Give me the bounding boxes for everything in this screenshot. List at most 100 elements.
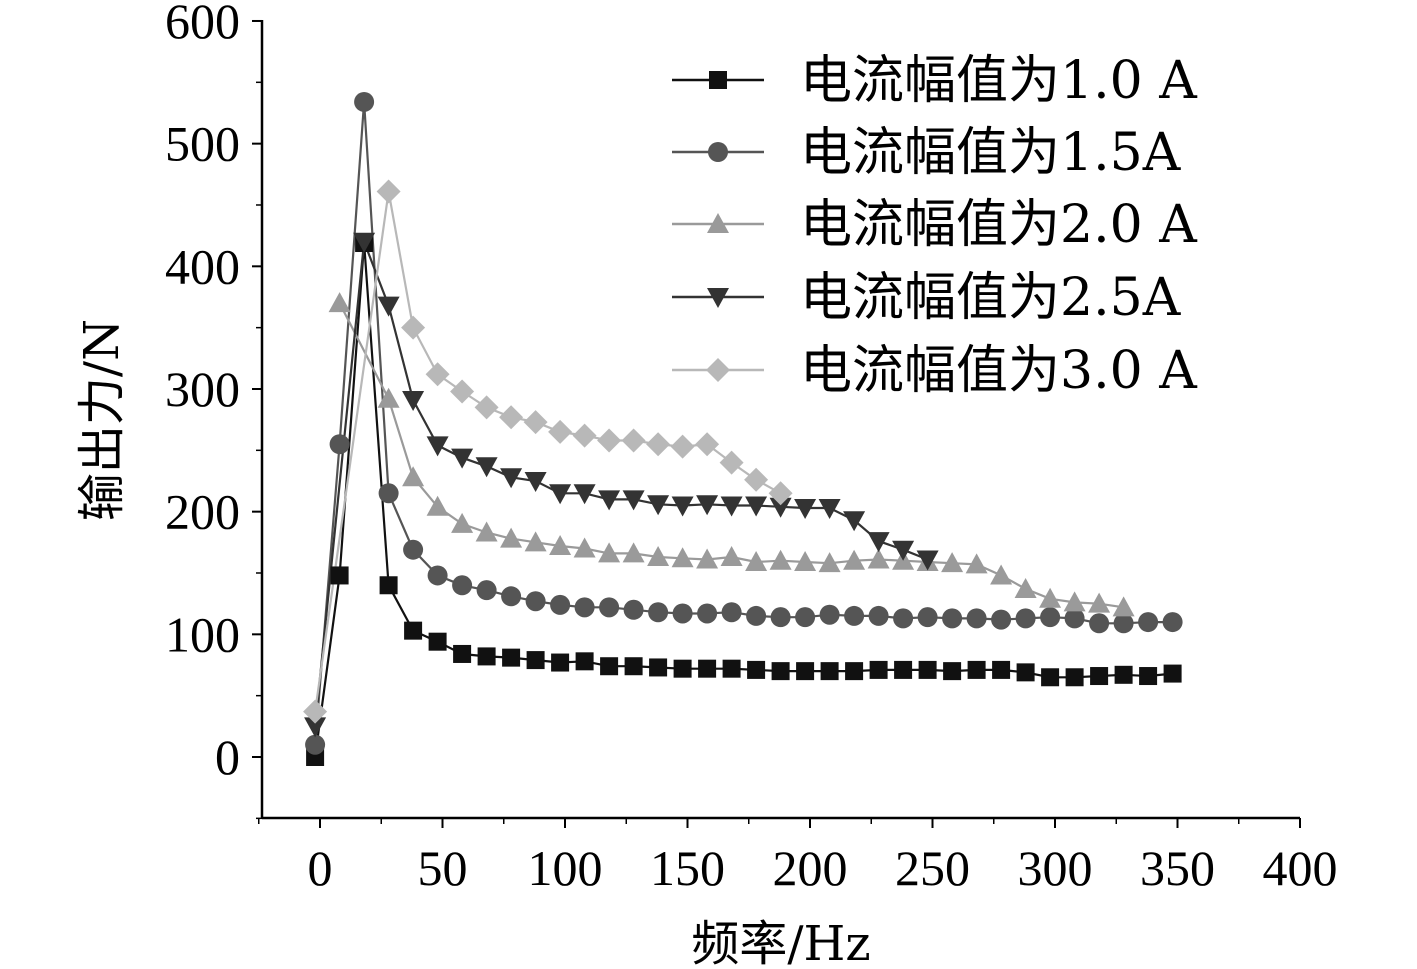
x-tick-label: 400 xyxy=(1263,840,1338,896)
data-point xyxy=(918,660,937,679)
data-point xyxy=(427,565,448,586)
x-axis-title: 频率/Hz xyxy=(691,916,870,969)
data-point xyxy=(992,660,1011,679)
data-point xyxy=(573,537,596,558)
legend-label: 电流幅值为1.0 A xyxy=(800,51,1198,111)
data-point xyxy=(1065,668,1084,687)
data-point xyxy=(426,495,449,516)
data-point xyxy=(867,532,890,553)
data-point xyxy=(354,91,375,112)
data-point xyxy=(721,602,742,623)
data-point xyxy=(573,484,596,505)
data-point xyxy=(500,527,523,548)
data-point xyxy=(796,662,815,681)
data-point xyxy=(696,548,719,569)
y-tick-label: 0 xyxy=(215,729,240,785)
data-point xyxy=(1040,607,1061,628)
data-point xyxy=(551,653,570,672)
y-axis-title: 输出力/N xyxy=(74,319,130,521)
data-point xyxy=(720,546,743,567)
data-point xyxy=(845,662,864,681)
data-point xyxy=(304,717,327,738)
legend-marker xyxy=(709,71,727,89)
data-point xyxy=(500,468,523,489)
data-point xyxy=(599,597,620,618)
y-tick-label: 400 xyxy=(165,238,240,294)
data-point xyxy=(305,734,326,755)
data-point xyxy=(402,466,425,487)
tick-labels: 0 50 100 150 200 250 300 350 400 0 100 200 300 400 500… xyxy=(165,0,1338,896)
data-point xyxy=(916,550,939,571)
data-point xyxy=(1063,591,1086,612)
data-point xyxy=(942,608,963,629)
data-point xyxy=(524,531,547,552)
data-point xyxy=(697,603,718,624)
data-point xyxy=(1163,664,1182,683)
data-point xyxy=(670,434,695,459)
data-point xyxy=(967,660,986,679)
data-point xyxy=(428,632,447,651)
data-point xyxy=(818,552,841,573)
legend-marker xyxy=(708,142,728,162)
data-point xyxy=(894,660,913,679)
legend-swatch xyxy=(672,358,764,382)
legend-entry: 电流幅值为2.5A xyxy=(672,268,1182,328)
data-point xyxy=(965,553,988,574)
data-point xyxy=(648,602,669,623)
data-point xyxy=(672,603,693,624)
data-point xyxy=(525,591,546,612)
x-tick-label: 150 xyxy=(650,840,725,896)
data-point xyxy=(502,648,521,667)
legend-entry: 电流幅值为1.0 A xyxy=(672,51,1198,111)
y-tick-label: 500 xyxy=(165,116,240,172)
x-tick-label: 50 xyxy=(418,840,468,896)
data-point xyxy=(671,547,694,568)
data-point xyxy=(1113,613,1134,634)
data-point xyxy=(549,484,572,505)
data-point xyxy=(600,657,619,676)
x-tick-label: 250 xyxy=(895,840,970,896)
ticks xyxy=(252,19,1301,828)
data-point xyxy=(624,657,643,676)
data-point xyxy=(1139,667,1158,686)
data-point xyxy=(575,652,594,671)
data-point xyxy=(1016,663,1035,682)
data-point xyxy=(303,699,328,724)
data-point xyxy=(769,549,792,570)
y-tick-label: 300 xyxy=(165,361,240,417)
data-point xyxy=(698,659,717,678)
data-point xyxy=(941,552,964,573)
data-point xyxy=(474,395,499,420)
legend-label: 电流幅值为2.0 A xyxy=(800,195,1198,255)
data-point xyxy=(452,575,473,596)
data-point xyxy=(328,292,351,313)
data-point xyxy=(425,362,450,387)
data-point xyxy=(476,580,497,601)
data-point xyxy=(376,179,401,204)
data-point xyxy=(621,428,646,453)
data-point xyxy=(769,497,792,518)
data-point xyxy=(843,549,866,570)
data-point xyxy=(622,490,645,511)
legend-label: 电流幅值为2.5A xyxy=(800,268,1182,328)
data-point xyxy=(1138,612,1159,633)
data-point xyxy=(475,457,498,478)
data-point xyxy=(550,594,571,615)
data-point xyxy=(868,605,889,626)
data-point xyxy=(598,542,621,563)
data-point xyxy=(794,550,817,571)
data-point xyxy=(475,521,498,542)
data-point xyxy=(819,604,840,625)
legend-swatch xyxy=(672,288,764,308)
legend-swatch xyxy=(672,71,764,89)
data-point xyxy=(499,405,524,430)
legend-entry: 电流幅值为3.0 A xyxy=(672,341,1198,401)
x-tick-label: 200 xyxy=(773,840,848,896)
data-point xyxy=(622,542,645,563)
data-point xyxy=(426,436,449,457)
data-point xyxy=(329,434,350,455)
data-point xyxy=(1039,587,1062,608)
data-point xyxy=(722,659,741,678)
data-point xyxy=(647,495,670,516)
